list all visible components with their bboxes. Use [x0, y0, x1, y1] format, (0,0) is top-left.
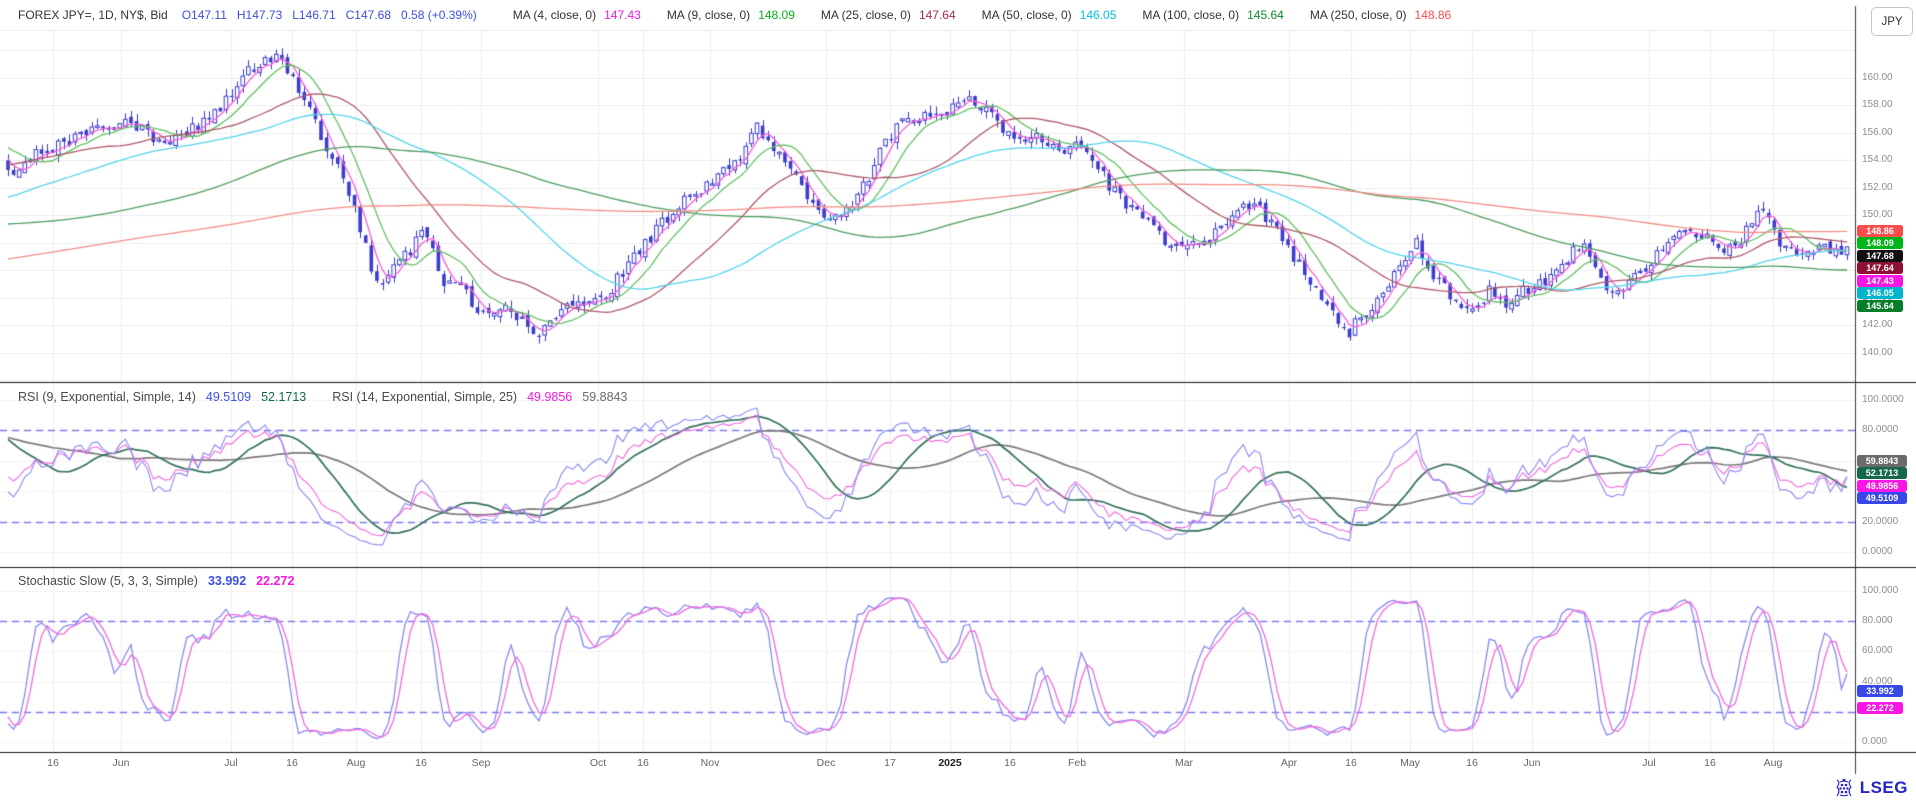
rsi-legend-item: 49.5109	[205, 390, 252, 404]
instrument-title: FOREX JPY=, 1D, NY$, Bid	[18, 8, 168, 22]
time-axis-label: Sep	[471, 757, 491, 769]
price-badge: 145.64	[1857, 299, 1903, 312]
rsi-legend-item: RSI (9, Exponential, Simple, 14)	[18, 390, 196, 404]
price-badge: 148.09	[1857, 237, 1903, 250]
time-axis-label: Nov	[700, 757, 720, 769]
price-badge: 147.43	[1857, 274, 1903, 287]
ma-legend-label: MA (100, close, 0)	[1142, 8, 1240, 22]
quote-values: O147.11 H147.73 L146.71 C147.68 0.58 (+0.39%…	[182, 8, 487, 22]
rsi-badge: 49.5109	[1857, 492, 1907, 505]
rsi-legend-item: 49.9856	[527, 390, 573, 404]
quote-ohlc-value: O147.11	[181, 8, 227, 22]
time-axis-label: 16	[1345, 757, 1357, 769]
time-axis-label: Jun	[112, 757, 130, 769]
rsi-legend-item: 59.8843	[582, 390, 628, 404]
price-axis-label: 156.00	[1862, 126, 1893, 138]
time-axis-label: Feb	[1067, 757, 1087, 769]
stochastic-legend-values: 33.992 22.272	[198, 574, 294, 588]
ma-legend-label: MA (25, close, 0)	[820, 8, 911, 22]
stochastic-legend-value: 22.272	[256, 574, 295, 588]
ma-legend: MA (4, close, 0) 147.43 MA (9, close, 0) 14…	[487, 8, 1452, 22]
stoch-axis-label: 0.000	[1862, 736, 1888, 747]
chart-header-legend: FOREX JPY=, 1D, NY$, Bid O147.11 H147.73 L…	[18, 0, 1451, 30]
rsi-legend[interactable]: RSI (9, Exponential, Simple, 14) 49.5109 5…	[18, 390, 627, 404]
ma-legend-label: MA (50, close, 0)	[981, 8, 1072, 22]
rsi-axis-label: 0.0000	[1862, 546, 1893, 557]
ma-legend-item[interactable]: MA (50, close, 0) 146.05	[982, 8, 1117, 22]
ma-legend-label: MA (4, close, 0)	[512, 8, 597, 22]
rsi-axis-label: 100.0000	[1862, 394, 1904, 405]
time-axis-label: Aug	[346, 757, 366, 769]
rsi-legend-item: RSI (14, Exponential, Simple, 25)	[332, 390, 518, 404]
price-axis-label: 142.00	[1862, 319, 1893, 330]
lseg-logo: LSEG	[1833, 777, 1908, 799]
price-axis-label: 152.00	[1862, 181, 1893, 193]
time-axis-label: 17	[884, 757, 896, 769]
price-axis-label: 160.00	[1862, 71, 1893, 83]
lseg-crest-icon	[1835, 779, 1852, 797]
price-axis-label: 154.00	[1862, 154, 1893, 165]
rsi-badge: 59.8843	[1857, 454, 1907, 467]
rsi-legend-item: 52.1713	[261, 390, 307, 404]
time-axis-label: Jul	[1642, 757, 1656, 769]
stochastic-legend-value: 33.992	[207, 574, 247, 588]
ma-legend-item[interactable]: MA (9, close, 0) 148.09	[667, 8, 795, 22]
time-axis-label: 16	[47, 757, 59, 769]
ma-legend-item[interactable]: MA (4, close, 0) 147.43	[513, 8, 641, 22]
price-badge: 147.64	[1857, 262, 1903, 275]
quote-ohlc-value: L146.71	[292, 8, 336, 22]
rsi-badge: 49.9856	[1857, 479, 1907, 492]
price-badge: 148.86	[1857, 224, 1903, 237]
price-axis-label: 158.00	[1862, 99, 1893, 110]
time-axis-label: 16	[637, 757, 649, 769]
price-axis-label: 140.00	[1862, 346, 1893, 358]
time-axis-label: Jul	[224, 757, 238, 769]
ma-legend-label: MA (9, close, 0)	[666, 8, 751, 22]
stochastic-badge: 33.992	[1857, 684, 1903, 697]
stochastic-badge: 22.272	[1857, 702, 1903, 715]
stochastic-legend-label: Stochastic Slow (5, 3, 3, Simple)	[18, 574, 198, 588]
ma-legend-value: 148.86	[1414, 8, 1452, 22]
ma-legend-value: 148.09	[758, 8, 795, 22]
ma-legend-item[interactable]: MA (25, close, 0) 147.64	[821, 8, 956, 22]
ma-legend-value: 147.64	[918, 8, 956, 22]
stochastic-legend[interactable]: Stochastic Slow (5, 3, 3, Simple) 33.992…	[18, 574, 294, 588]
time-axis-label: Mar	[1174, 757, 1194, 769]
stoch-axis-label: 80.000	[1862, 615, 1893, 627]
time-axis-label: Aug	[1763, 757, 1783, 769]
stoch-axis-label: 60.000	[1862, 645, 1893, 657]
stoch-axis-label: 100.000	[1862, 585, 1899, 596]
time-axis-label: 16	[286, 757, 298, 769]
time-axis-label: 2025	[938, 757, 962, 769]
rsi-badge: 52.1713	[1857, 467, 1907, 480]
time-axis-label: 16	[1004, 757, 1016, 769]
time-axis-label: 16	[415, 757, 427, 769]
time-axis-label: 16	[1466, 757, 1478, 769]
time-axis-label: Oct	[589, 757, 607, 769]
quote-ohlc-value: 0.58 (+0.39%)	[401, 8, 477, 22]
price-badge: 146.05	[1857, 287, 1903, 300]
time-axis-label: Apr	[1280, 757, 1298, 769]
quote-ohlc-value: H147.73	[236, 8, 283, 22]
rsi-axis-label: 20.0000	[1862, 515, 1899, 527]
ma-legend-value: 146.05	[1079, 8, 1117, 22]
stoch-axis-label: 40.000	[1862, 675, 1893, 687]
ma-legend-item[interactable]: MA (100, close, 0) 145.64	[1142, 8, 1283, 22]
time-axis-label: May	[1400, 757, 1420, 769]
quote-ohlc-value: C147.68	[345, 8, 392, 22]
time-axis-label: 16	[1704, 757, 1716, 769]
rsi-axis-label: 80.0000	[1862, 424, 1899, 436]
ma-legend-value: 145.64	[1247, 8, 1284, 22]
ma-legend-value: 147.43	[604, 8, 641, 22]
lseg-wordmark: LSEG	[1859, 778, 1908, 797]
price-badge: 147.68	[1857, 249, 1903, 262]
ma-legend-item[interactable]: MA (250, close, 0) 148.86	[1310, 8, 1451, 22]
price-axis-label: 150.00	[1862, 209, 1893, 220]
ma-legend-label: MA (250, close, 0)	[1309, 8, 1407, 22]
currency-axis-button[interactable]: JPY	[1871, 7, 1913, 36]
time-axis-label: Jun	[1523, 757, 1541, 769]
time-axis-label: Dec	[816, 757, 836, 769]
